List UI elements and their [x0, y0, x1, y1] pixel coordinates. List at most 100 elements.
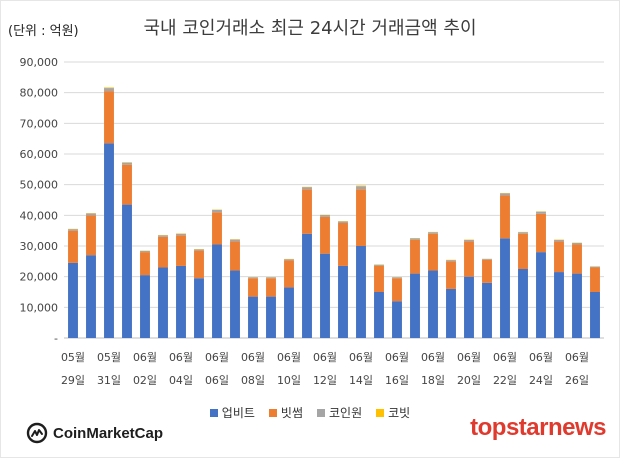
bar-upbit — [518, 269, 528, 338]
bar-coinone — [392, 277, 402, 279]
x-tick-day: 08일 — [241, 373, 265, 387]
x-tick-day: 16일 — [385, 373, 409, 387]
bar-coinone — [104, 88, 114, 92]
bar-upbit — [86, 255, 96, 338]
bar-coinone — [572, 242, 582, 245]
x-tick-day: 04일 — [169, 373, 193, 387]
legend-item-bithumb: 빗썸 — [268, 404, 303, 421]
y-tick-label: 30,000 — [20, 240, 59, 253]
bar-bithumb — [284, 260, 294, 288]
bar-upbit — [572, 273, 582, 338]
x-tick-day: 10일 — [277, 373, 301, 387]
bar-upbit — [446, 288, 456, 338]
bar-coinone — [248, 277, 258, 279]
x-tick-month: 06월 — [313, 351, 337, 364]
legend-label-upbit: 업비트 — [221, 406, 255, 420]
bar-upbit — [230, 270, 240, 338]
bar-coinone — [590, 266, 600, 268]
bar-bithumb — [338, 223, 348, 266]
legend-swatch-coinone — [317, 408, 325, 417]
x-tick-day: 18일 — [421, 373, 445, 387]
bar-bithumb — [194, 250, 204, 279]
bar-bithumb — [320, 216, 330, 254]
bar-upbit — [140, 275, 150, 338]
y-tick-label: 70,000 — [20, 117, 59, 130]
bar-bithumb — [446, 261, 456, 289]
bar-coinone — [338, 221, 348, 223]
bar-bithumb — [572, 244, 582, 274]
x-tick-month: 06월 — [205, 351, 229, 364]
x-tick-month: 06월 — [421, 351, 445, 364]
bar-bithumb — [230, 241, 240, 271]
bar-bithumb — [86, 215, 96, 256]
bar-coinone — [320, 215, 330, 217]
x-tick-day: 24일 — [529, 373, 553, 387]
bar-upbit — [284, 287, 294, 338]
bar-upbit — [500, 238, 510, 338]
x-tick-month: 06월 — [277, 351, 301, 364]
bar-bithumb — [122, 164, 132, 205]
bar-upbit — [248, 296, 258, 338]
bar-bithumb — [392, 278, 402, 302]
bar-bithumb — [500, 195, 510, 239]
bar-upbit — [428, 270, 438, 338]
bar-bithumb — [464, 241, 474, 277]
bar-coinone — [140, 250, 150, 253]
x-tick-month: 06월 — [493, 351, 517, 364]
x-tick-month: 06월 — [385, 351, 409, 364]
bar-bithumb — [68, 230, 78, 263]
bar-upbit — [536, 252, 546, 338]
bar-coinone — [284, 259, 294, 261]
x-tick-day: 26일 — [565, 373, 589, 387]
x-tick-month: 05월 — [97, 351, 121, 364]
bar-coinone — [302, 187, 312, 190]
bar-bithumb — [266, 278, 276, 297]
legend-label-bithumb: 빗썸 — [280, 406, 303, 420]
bar-bithumb — [590, 267, 600, 292]
bar-upbit — [590, 292, 600, 338]
bar-coinone — [68, 229, 78, 231]
x-tick-month: 06월 — [241, 351, 265, 364]
bar-coinone — [554, 239, 564, 242]
bar-bithumb — [158, 236, 168, 268]
bar-coinone — [266, 277, 276, 279]
bar-coinone — [356, 186, 366, 190]
bar-upbit — [338, 265, 348, 338]
bar-upbit — [104, 143, 114, 338]
bar-bithumb — [356, 189, 366, 246]
y-tick-label: 60,000 — [20, 148, 59, 161]
y-tick-label: 40,000 — [20, 209, 59, 222]
x-tick-day: 29일 — [61, 373, 85, 387]
bar-upbit — [410, 273, 420, 338]
legend-swatch-korbit — [376, 408, 385, 417]
y-tick-label: 10,000 — [20, 301, 59, 314]
bar-coinone — [230, 239, 240, 242]
bar-upbit — [122, 204, 132, 338]
bar-coinone — [446, 260, 456, 262]
bar-coinone — [176, 233, 186, 236]
topstarnews-logo: topstarnews — [470, 414, 606, 441]
legend-swatch-upbit — [209, 408, 218, 417]
bar-upbit — [158, 267, 168, 338]
bar-coinone — [482, 258, 492, 260]
bar-bithumb — [302, 189, 312, 234]
x-tick-month: 06월 — [565, 351, 589, 364]
bar-upbit — [266, 296, 276, 338]
bar-upbit — [464, 276, 474, 338]
x-tick-day: 31일 — [97, 373, 121, 387]
legend-label-korbit: 코빗 — [388, 406, 411, 420]
x-tick-month: 05월 — [61, 351, 85, 364]
bar-coinone — [536, 211, 546, 214]
chart-legend: 업비트 빗썸 코인원 코빗 — [0, 404, 620, 421]
bar-bithumb — [554, 241, 564, 273]
x-tick-day: 12일 — [313, 373, 337, 387]
bar-bithumb — [374, 265, 384, 292]
bar-coinone — [410, 238, 420, 240]
bar-korbit — [356, 185, 366, 187]
x-tick-day: 02일 — [133, 373, 157, 387]
x-tick-day: 22일 — [493, 373, 517, 387]
x-tick-month: 06월 — [169, 351, 193, 364]
bar-bithumb — [518, 233, 528, 269]
bar-bithumb — [482, 259, 492, 283]
legend-item-korbit: 코빗 — [376, 404, 410, 421]
